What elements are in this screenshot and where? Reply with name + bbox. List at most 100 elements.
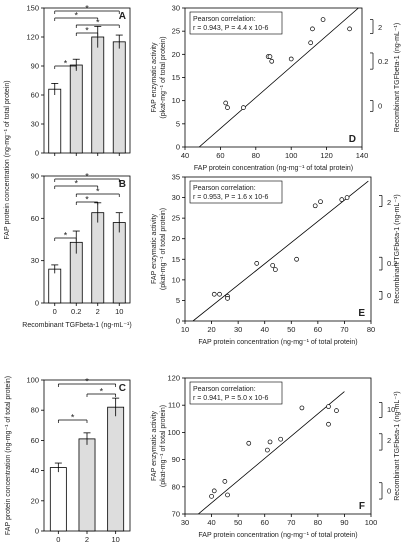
- data-point: [223, 100, 229, 106]
- panel-letter: D: [349, 134, 356, 145]
- y-tick-label: 0: [35, 149, 39, 158]
- x-tick-label: 80: [367, 325, 375, 334]
- bar: [91, 212, 105, 304]
- y-axis-label: (pkat-mg⁻¹ of total protein): [160, 36, 167, 118]
- y-tick-label: 15: [172, 73, 180, 82]
- annotation-box: [189, 180, 283, 204]
- axes-frame: [184, 176, 372, 322]
- y-tick-label: 120: [167, 374, 180, 383]
- y-axis-label: FAP enzymatic activity: [151, 42, 158, 112]
- x-tick-label: 2: [96, 307, 100, 316]
- y-tick-label: 25: [172, 214, 180, 223]
- y-tick-label: 20: [31, 496, 39, 505]
- data-point: [334, 408, 339, 413]
- y-tick-label: 150: [26, 4, 39, 13]
- bar-panel-A: 0 30 60 90 120 150 * * * * * A: [26, 4, 131, 158]
- y-tick-label: 100: [167, 428, 180, 437]
- sig-asterisk: *: [85, 26, 89, 36]
- y-tick-label: 40: [31, 466, 39, 475]
- x-tick-label: 70: [287, 518, 295, 527]
- panel-letter: E: [358, 308, 365, 319]
- group-label: 2: [378, 23, 382, 32]
- sig-asterisk: *: [85, 377, 89, 387]
- y-tick-label: 35: [172, 173, 180, 182]
- x-tick-label: 0: [53, 307, 57, 316]
- sig-asterisk: *: [74, 179, 78, 189]
- bar: [91, 36, 105, 154]
- group-label: 10: [387, 405, 395, 414]
- x-tick-label: 30: [234, 325, 242, 334]
- x-tick-label: 10: [111, 535, 119, 544]
- sig-asterisk: *: [71, 413, 75, 423]
- bar-panel-B: 0 30 60 90 0 0.2 2 10 * * * * * B Recombinant TGFbeta-…: [22, 172, 131, 330]
- x-tick-label: 10: [115, 307, 123, 316]
- y-tick-label: 5: [176, 119, 180, 128]
- y-tick-label: 120: [26, 33, 39, 42]
- x-tick-label: 140: [356, 151, 369, 160]
- y-tick-label: 60: [31, 436, 39, 445]
- data-point: [254, 261, 260, 266]
- data-point: [269, 58, 275, 64]
- x-tick-label: 30: [181, 518, 189, 527]
- sig-asterisk: *: [74, 11, 78, 21]
- y-axis-label: FAP enzymatic activity: [151, 214, 158, 284]
- data-point: [312, 203, 318, 209]
- bar: [112, 41, 126, 154]
- stats-text: r = 0.953, P = 1.6 x 10-6: [193, 194, 268, 201]
- y-tick-label: 90: [172, 455, 180, 464]
- x-tick-label: 0: [56, 535, 60, 544]
- sig-asterisk: *: [85, 4, 89, 14]
- data-point: [265, 447, 270, 453]
- x-tick-label: 70: [340, 325, 348, 334]
- data-point: [272, 267, 278, 272]
- annotation-title: Pearson correlation:: [193, 386, 256, 393]
- regression-line: [192, 180, 369, 321]
- group-label: 0: [387, 486, 391, 495]
- annotation-title: Pearson correlation:: [193, 16, 256, 23]
- x-tick-label: 50: [287, 325, 295, 334]
- y-tick-label: 30: [172, 193, 180, 202]
- annotation-box: [189, 381, 283, 405]
- panel-letter: A: [119, 11, 126, 22]
- annotation-title: Pearson correlation:: [193, 185, 256, 192]
- bar: [48, 88, 62, 154]
- y-axis-label: FAP protein concentration (ng-mg⁻¹ of to…: [5, 376, 12, 535]
- sig-asterisk: *: [96, 187, 100, 197]
- group-label: 0: [387, 291, 391, 300]
- axes-frame: [43, 7, 131, 154]
- panel-letter: C: [119, 383, 126, 394]
- data-point: [225, 492, 230, 498]
- x-tick-label: 40: [181, 151, 189, 160]
- data-point: [225, 296, 230, 301]
- y-tick-label: 60: [31, 91, 39, 100]
- group-label: 0.2: [387, 259, 397, 268]
- data-point: [318, 199, 323, 205]
- x-tick-label: 60: [261, 518, 269, 527]
- y-tick-label: 60: [31, 214, 39, 223]
- x-tick-label: 50: [234, 518, 242, 527]
- data-point: [270, 263, 276, 268]
- y-tick-label: 30: [31, 256, 39, 265]
- y-tick-label: 30: [31, 120, 39, 129]
- data-point: [347, 26, 352, 32]
- data-point: [326, 421, 331, 427]
- right-axis-label: Recombinant TGFbeta-1 (ng-mL⁻¹): [394, 194, 401, 303]
- y-tick-label: 20: [172, 234, 180, 243]
- data-point: [308, 40, 314, 46]
- group-label: 2: [387, 198, 391, 207]
- y-axis-label: FAP enzymatic activity: [151, 411, 158, 481]
- panel-letter: B: [119, 179, 126, 190]
- data-point: [209, 493, 214, 499]
- data-point: [241, 105, 246, 110]
- scatter-panel-F: 30 40 50 60 70 80 90 100708090100110120Pearson …: [151, 374, 401, 540]
- data-point: [211, 488, 217, 494]
- y-tick-label: 5: [176, 296, 180, 305]
- x-tick-label: 80: [252, 151, 260, 160]
- x-tick-label: 40: [207, 518, 215, 527]
- panel-letter: F: [359, 501, 365, 512]
- axes-frame: [43, 175, 131, 304]
- sig-asterisk: *: [85, 172, 89, 182]
